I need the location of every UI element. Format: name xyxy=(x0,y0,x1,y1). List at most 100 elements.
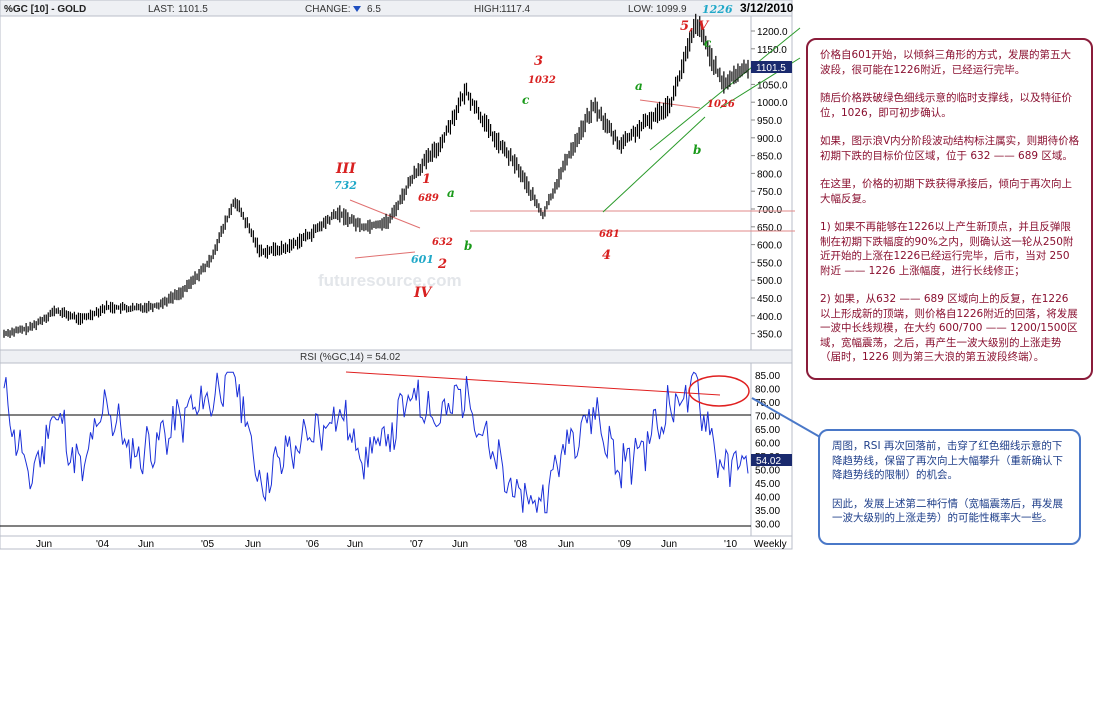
watermark: futuresource.com xyxy=(318,271,462,290)
x-tick-label: '05 xyxy=(201,539,214,550)
last-value: 1101.5 xyxy=(178,4,208,15)
x-tick-label: '07 xyxy=(410,539,423,550)
value-label-681: 681 xyxy=(599,229,620,240)
wave-label-1: 1 xyxy=(422,172,431,187)
rsi-note-paragraph-1: 周图，RSI 再次回落前，击穿了红色细线示意的下降趋势线，保留了再次向上大幅攀升… xyxy=(832,440,1063,481)
value-label-601: 601 xyxy=(411,253,434,266)
x-tick-label: '06 xyxy=(306,539,319,550)
x-tick-label: '09 xyxy=(618,539,631,550)
price-last-badge-text: 1101.5 xyxy=(756,63,786,74)
rsi-tick-label: 50.00 xyxy=(755,466,780,477)
rsi-tick-label: 60.00 xyxy=(755,439,780,450)
value-label-732: 732 xyxy=(334,179,357,192)
x-tick-label: Jun xyxy=(661,539,677,550)
x-axis xyxy=(0,535,793,550)
rsi-highlight-circle xyxy=(688,375,750,407)
rsi-tick-label: 75.00 xyxy=(755,398,780,409)
price-tick-label: 750.0 xyxy=(757,187,782,198)
rsi-axis xyxy=(750,362,793,537)
rsi-analysis-note: 周图，RSI 再次回落前，击穿了红色细线示意的下降趋势线，保留了再次向上大幅攀升… xyxy=(818,429,1081,545)
wave-label-a-2: a xyxy=(635,79,643,93)
wave-label-b-2: b xyxy=(693,143,701,157)
x-tick-label: Weekly xyxy=(754,539,787,550)
change-label: CHANGE: xyxy=(305,4,351,15)
triangle-upper-line xyxy=(349,199,421,229)
value-label-632: 632 xyxy=(432,237,453,248)
symbol-title: %GC [10] - GOLD xyxy=(4,4,86,15)
price-tick-label: 1050.0 xyxy=(757,80,788,91)
last-label: LAST: xyxy=(148,4,175,15)
price-series xyxy=(3,13,749,338)
high-value: 1117.4 xyxy=(501,4,531,15)
change-value: 6.5 xyxy=(367,4,381,15)
x-tick-label: '08 xyxy=(514,539,527,550)
rsi-tick-label: 70.00 xyxy=(755,412,780,423)
x-tick-label: Jun xyxy=(347,539,363,550)
x-tick-label: Jun xyxy=(452,539,468,550)
wave-label-5V: 5, V xyxy=(680,19,710,34)
x-tick-label: '10 xyxy=(724,539,737,550)
value-label-1026: 1026 xyxy=(707,99,735,110)
note-paragraph-3: 如果，图示浪V内分阶段波动结构标注属实，则期待价格初期下跌的目标价位区域，位于 … xyxy=(820,135,1080,162)
x-tick-label: Jun xyxy=(138,539,154,550)
value-label-689: 689 xyxy=(418,193,439,204)
price-tick-label: 550.0 xyxy=(757,258,782,269)
price-tick-label: 650.0 xyxy=(757,223,782,234)
x-tick-label: Jun xyxy=(36,539,52,550)
high-label: HIGH: xyxy=(474,4,502,15)
price-tick-label: 950.0 xyxy=(757,116,782,127)
price-tick-label: 500.0 xyxy=(757,276,782,287)
rsi-tick-label: 65.00 xyxy=(755,425,780,436)
wave-label-c-1: c xyxy=(522,93,530,107)
note-paragraph-2: 随后价格跌破绿色细线示意的临时支撑线，以及特征价位，1026，即可初步确认。 xyxy=(820,92,1072,119)
rsi-pane xyxy=(0,362,752,537)
down-arrow-icon xyxy=(353,6,361,12)
x-axis-labels: Jun '04 Jun '05 Jun '06 Jun '07 Jun '08 Jun '09 Jun '… xyxy=(36,539,787,550)
wave-label-3: 3 xyxy=(534,54,543,69)
price-ticks: 1200.01150.01100.01050.01000.0950.0900.0… xyxy=(751,27,788,341)
rsi-series-line xyxy=(3,371,749,514)
note-paragraph-6: 2) 如果，从632 —— 689 区域向上的反复，在1226 以上形成新的顶端… xyxy=(820,293,1078,363)
low-label: LOW: xyxy=(628,4,653,15)
price-tick-label: 900.0 xyxy=(757,134,782,145)
support-line-1 xyxy=(602,116,706,213)
price-tick-label: 1000.0 xyxy=(757,98,788,109)
rsi-tick-label: 30.00 xyxy=(755,520,780,531)
support-line-2 xyxy=(649,27,801,151)
x-tick-label: Jun xyxy=(558,539,574,550)
wave-label-4: 4 xyxy=(602,248,611,263)
wave-label-c-2: c xyxy=(704,36,712,50)
price-tick-label: 400.0 xyxy=(757,312,782,323)
price-tick-label: 350.0 xyxy=(757,330,782,341)
x-tick-label: '04 xyxy=(96,539,109,550)
price-tick-label: 850.0 xyxy=(757,152,782,163)
rsi-tick-label: 45.00 xyxy=(755,479,780,490)
wave-label-III: III xyxy=(335,161,356,177)
rsi-tick-label: 40.00 xyxy=(755,493,780,504)
rsi-callout-connector xyxy=(751,397,821,438)
triangle-lower-line xyxy=(354,251,416,259)
price-last-badge xyxy=(751,61,792,73)
wave-label-2: 2 xyxy=(437,257,447,272)
rsi-downtrend-line xyxy=(345,371,721,396)
value-label-1226: 1226 xyxy=(702,3,733,16)
rsi-tick-label: 35.00 xyxy=(755,506,780,517)
main-analysis-note: 价格自601开始，以倾斜三角形的方式，发展的第五大波段，很可能在1226附近，已… xyxy=(806,38,1093,380)
date-label: 3/12/2010 xyxy=(740,1,794,15)
wave-label-b-1: b xyxy=(464,239,472,253)
price-tick-label: 1200.0 xyxy=(757,27,788,38)
wave-label-IV: IV xyxy=(413,285,434,301)
note-paragraph-4: 在这里，价格的初期下跌获得承接后，倾向于再次向上大幅反复。 xyxy=(820,178,1072,205)
rsi-title: RSI (%GC,14) = 54.02 xyxy=(300,352,401,363)
wave-label-a-1: a xyxy=(447,186,455,200)
note-paragraph-1: 价格自601开始，以倾斜三角形的方式，发展的第五大波段，很可能在1226附近，已… xyxy=(820,49,1072,76)
price-pane xyxy=(0,15,752,351)
note-paragraph-5: 1) 如果不再能够在1226以上产生新顶点，并且反弹限制在初期下跌幅度的90%之… xyxy=(820,221,1074,277)
x-tick-label: Jun xyxy=(245,539,261,550)
rsi-last-badge-text: 54.02 xyxy=(756,456,781,467)
rsi-note-paragraph-2: 因此，发展上述第二种行情（宽幅震荡后，再发展一波大级别的上涨走势）的可能性概率大… xyxy=(832,497,1063,525)
rsi-tick-label: 80.00 xyxy=(755,385,780,396)
rsi-tick-label: 85.00 xyxy=(755,371,780,382)
value-label-1032: 1032 xyxy=(528,75,556,86)
